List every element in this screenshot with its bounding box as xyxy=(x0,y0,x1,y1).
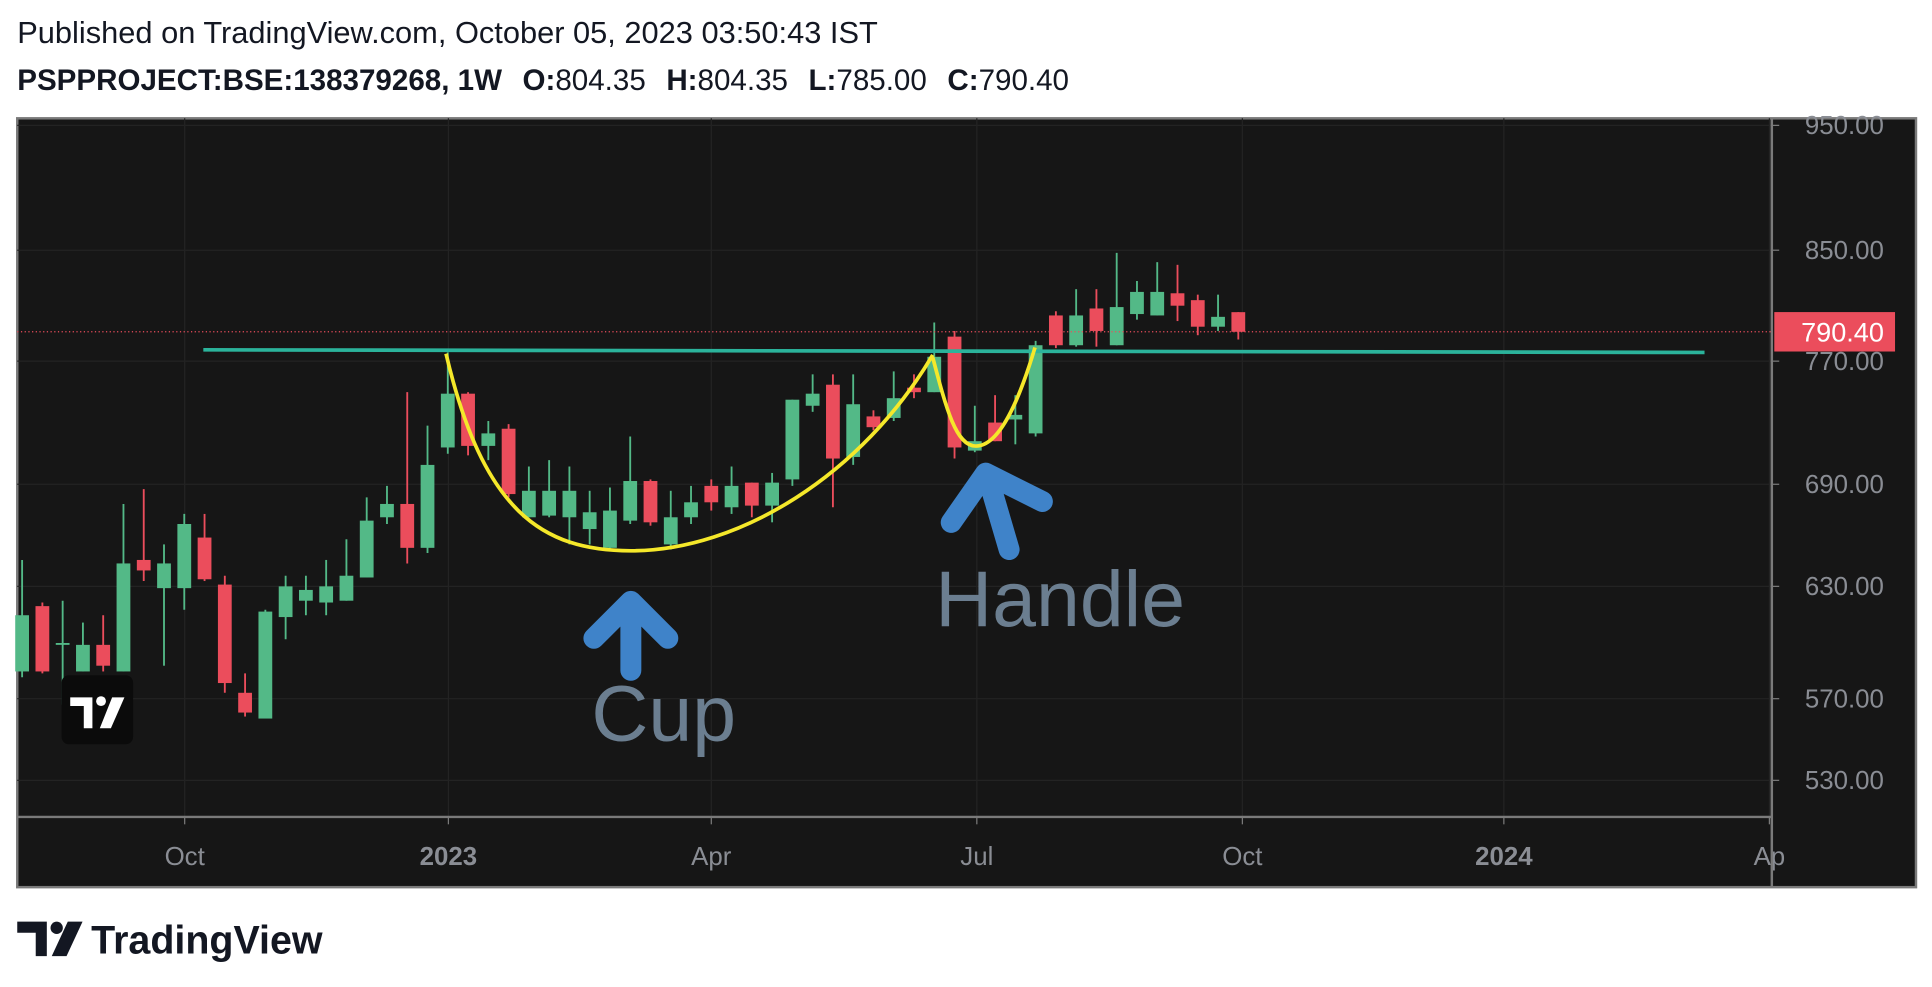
y-tick-label: 570.00 xyxy=(1805,685,1884,713)
y-tick-label: 530.00 xyxy=(1805,767,1884,795)
candle-body xyxy=(278,586,293,618)
legend-label: C: xyxy=(947,64,978,97)
candle-body xyxy=(501,428,516,495)
candle-body xyxy=(15,615,30,672)
candle-body xyxy=(481,433,496,446)
candle-body xyxy=(76,644,90,672)
last-price-tag xyxy=(1774,312,1896,352)
candle-body xyxy=(765,482,779,506)
last-price-label: 790.40 xyxy=(1801,317,1884,348)
brand-name: TradingView xyxy=(91,919,323,963)
candle-body xyxy=(744,482,759,506)
candle-body xyxy=(1130,291,1144,315)
candle-body xyxy=(136,559,151,571)
legend-value: 790.40 xyxy=(979,64,1069,97)
candle-body xyxy=(1150,291,1165,316)
candle-body xyxy=(1211,316,1225,327)
x-tick-label: 2024 xyxy=(1475,843,1533,871)
cup-label: Cup xyxy=(591,670,736,758)
candle-body xyxy=(1089,308,1104,331)
candle-body xyxy=(521,490,536,518)
candle-body xyxy=(339,575,354,601)
candle-body xyxy=(623,481,638,521)
candle-body xyxy=(1170,293,1185,306)
candle-body xyxy=(35,606,50,672)
watermark-logo xyxy=(61,675,134,745)
legend-value: 804.35 xyxy=(698,64,788,97)
candle-body xyxy=(96,644,111,666)
candle-body xyxy=(724,485,739,508)
candle-body xyxy=(663,517,678,545)
candle-body xyxy=(704,485,719,503)
x-tick-label: Apr xyxy=(691,843,732,871)
handle-label: Handle xyxy=(935,555,1185,643)
handle-arrow xyxy=(940,462,1053,561)
candle-body xyxy=(785,399,800,480)
candle-body xyxy=(805,393,820,406)
y-tick-label: 850.00 xyxy=(1805,237,1884,265)
legend-label: O: xyxy=(523,64,556,97)
x-tick-label: Oct xyxy=(1222,843,1262,871)
ohlc-legend: PSPPROJECT:BSE:138379268, 1W O:804.35 H:… xyxy=(17,64,1069,97)
symbol-name: PSPPROJECT:BSE:138379268, 1W xyxy=(17,64,502,97)
x-tick-label: Oct xyxy=(165,843,205,871)
candle-body xyxy=(542,490,557,516)
candle-body xyxy=(1231,312,1246,332)
candle-body xyxy=(359,520,374,578)
legend-label: L: xyxy=(808,64,836,97)
candle-body xyxy=(562,490,577,518)
candle-body xyxy=(582,512,597,530)
candle-body xyxy=(684,502,698,518)
y-tick-label: 630.00 xyxy=(1805,573,1884,601)
legend-value: 804.35 xyxy=(555,64,645,97)
candle-body xyxy=(319,586,334,603)
cup-arrow xyxy=(583,590,679,681)
candle-body xyxy=(846,404,861,457)
candle-body xyxy=(177,523,192,589)
candle-body xyxy=(988,422,1002,442)
candle-body xyxy=(866,416,881,428)
y-tick-label: 770.00 xyxy=(1805,348,1884,376)
candle-body xyxy=(907,387,921,393)
candle-body xyxy=(116,563,131,672)
candle-body xyxy=(927,356,942,393)
candle-body xyxy=(643,481,658,523)
candle-body xyxy=(380,503,394,518)
cup-curve xyxy=(444,353,935,553)
candle-body xyxy=(1008,414,1023,420)
candle-body xyxy=(238,692,252,713)
candle-body xyxy=(420,464,435,548)
candle-body xyxy=(55,642,70,645)
candle-body xyxy=(1190,300,1205,327)
candle-body xyxy=(299,589,313,601)
candle-body xyxy=(603,510,617,548)
x-tick-label: 2023 xyxy=(420,843,478,871)
x-tick-label: Jul xyxy=(960,843,993,871)
candle-body xyxy=(826,384,840,459)
x-tick-label: Ap xyxy=(1754,843,1786,871)
grid: 530.00 570.00 630.00 690.00 770.00 850.00 950.… xyxy=(17,112,1884,888)
handle-curve xyxy=(930,346,1037,448)
candle-body xyxy=(1048,315,1063,346)
trend-line xyxy=(203,347,1705,355)
candle-body xyxy=(1028,345,1043,434)
published-title: Published on TradingView.com, October 05… xyxy=(17,15,878,50)
candle-body xyxy=(400,503,415,548)
candle-body xyxy=(947,336,962,448)
candle-body xyxy=(1109,307,1124,346)
candle-body xyxy=(197,537,212,580)
candle-body xyxy=(217,584,232,684)
candle-body xyxy=(440,393,455,448)
y-tick-label: 690.00 xyxy=(1805,471,1884,499)
legend-value: 785.00 xyxy=(836,64,926,97)
candle-body xyxy=(157,563,171,589)
legend-label: H: xyxy=(666,64,697,97)
brand-logo xyxy=(17,921,83,957)
candle-body xyxy=(1069,315,1084,346)
candle-body xyxy=(258,611,273,719)
y-tick-label: 950.00 xyxy=(1805,112,1884,140)
